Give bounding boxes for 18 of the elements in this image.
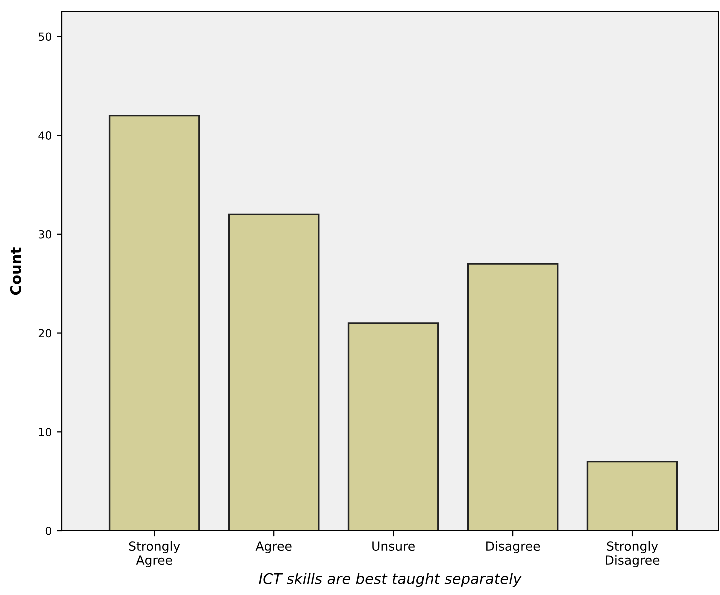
x-tick-label: Agree: [256, 542, 292, 554]
bar: [586, 460, 678, 531]
x-axis-title: ICT skills are best taught separately: [259, 573, 522, 588]
x-tick-label: Strongly Agree: [129, 541, 180, 568]
x-tick-label: Strongly Disagree: [606, 541, 660, 568]
y-axis-title: Count: [10, 248, 22, 295]
bar: [228, 214, 320, 531]
x-tick-label: Disagree: [486, 541, 540, 554]
bar: [108, 114, 200, 531]
y-tick-label: 20: [38, 329, 52, 338]
y-tick-label: 0: [46, 526, 52, 536]
y-tick-label: 50: [38, 32, 52, 42]
bar: [467, 263, 559, 531]
y-tick-label: 40: [38, 132, 52, 140]
bar: [348, 322, 440, 531]
y-tick-label: 10: [39, 428, 52, 437]
y-tick-label: 30: [38, 230, 52, 239]
x-tick-label: Unsure: [372, 542, 415, 552]
